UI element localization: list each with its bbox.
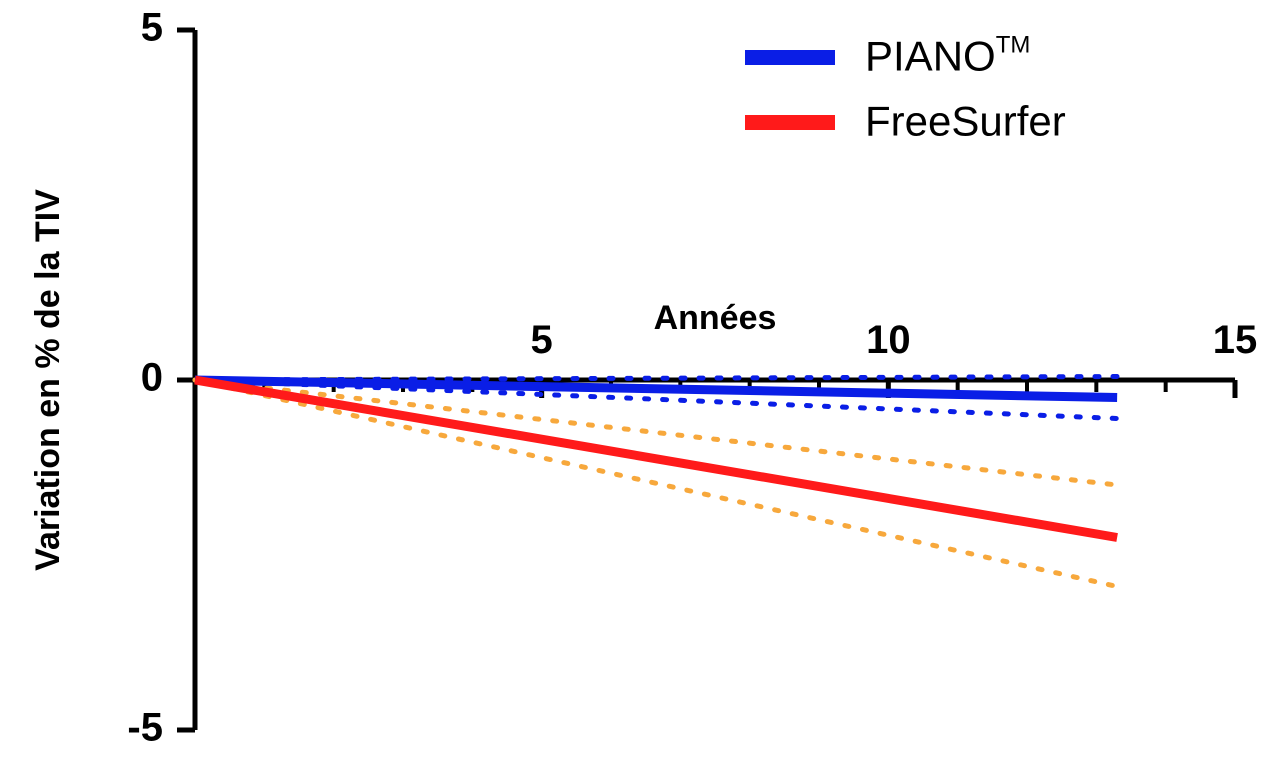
y-tick-label: 5: [141, 6, 163, 50]
x-axis-title: Années: [654, 299, 777, 337]
legend-swatch-piano: [745, 50, 835, 65]
y-tick-label: 0: [141, 356, 163, 400]
y-axis-title: Variation en % de la TIV: [29, 189, 67, 571]
legend-label-freesurfer: FreeSurfer: [865, 98, 1066, 145]
y-tick-label: -5: [127, 706, 163, 750]
x-tick-label: 5: [531, 318, 553, 362]
chart-svg: -505Variation en % de la TIV51015AnnéesP…: [0, 0, 1263, 777]
legend-swatch-freesurfer: [745, 115, 835, 130]
x-tick-label: 15: [1213, 318, 1258, 362]
chart-container: -505Variation en % de la TIV51015AnnéesP…: [0, 0, 1263, 777]
x-tick-label: 10: [866, 318, 911, 362]
